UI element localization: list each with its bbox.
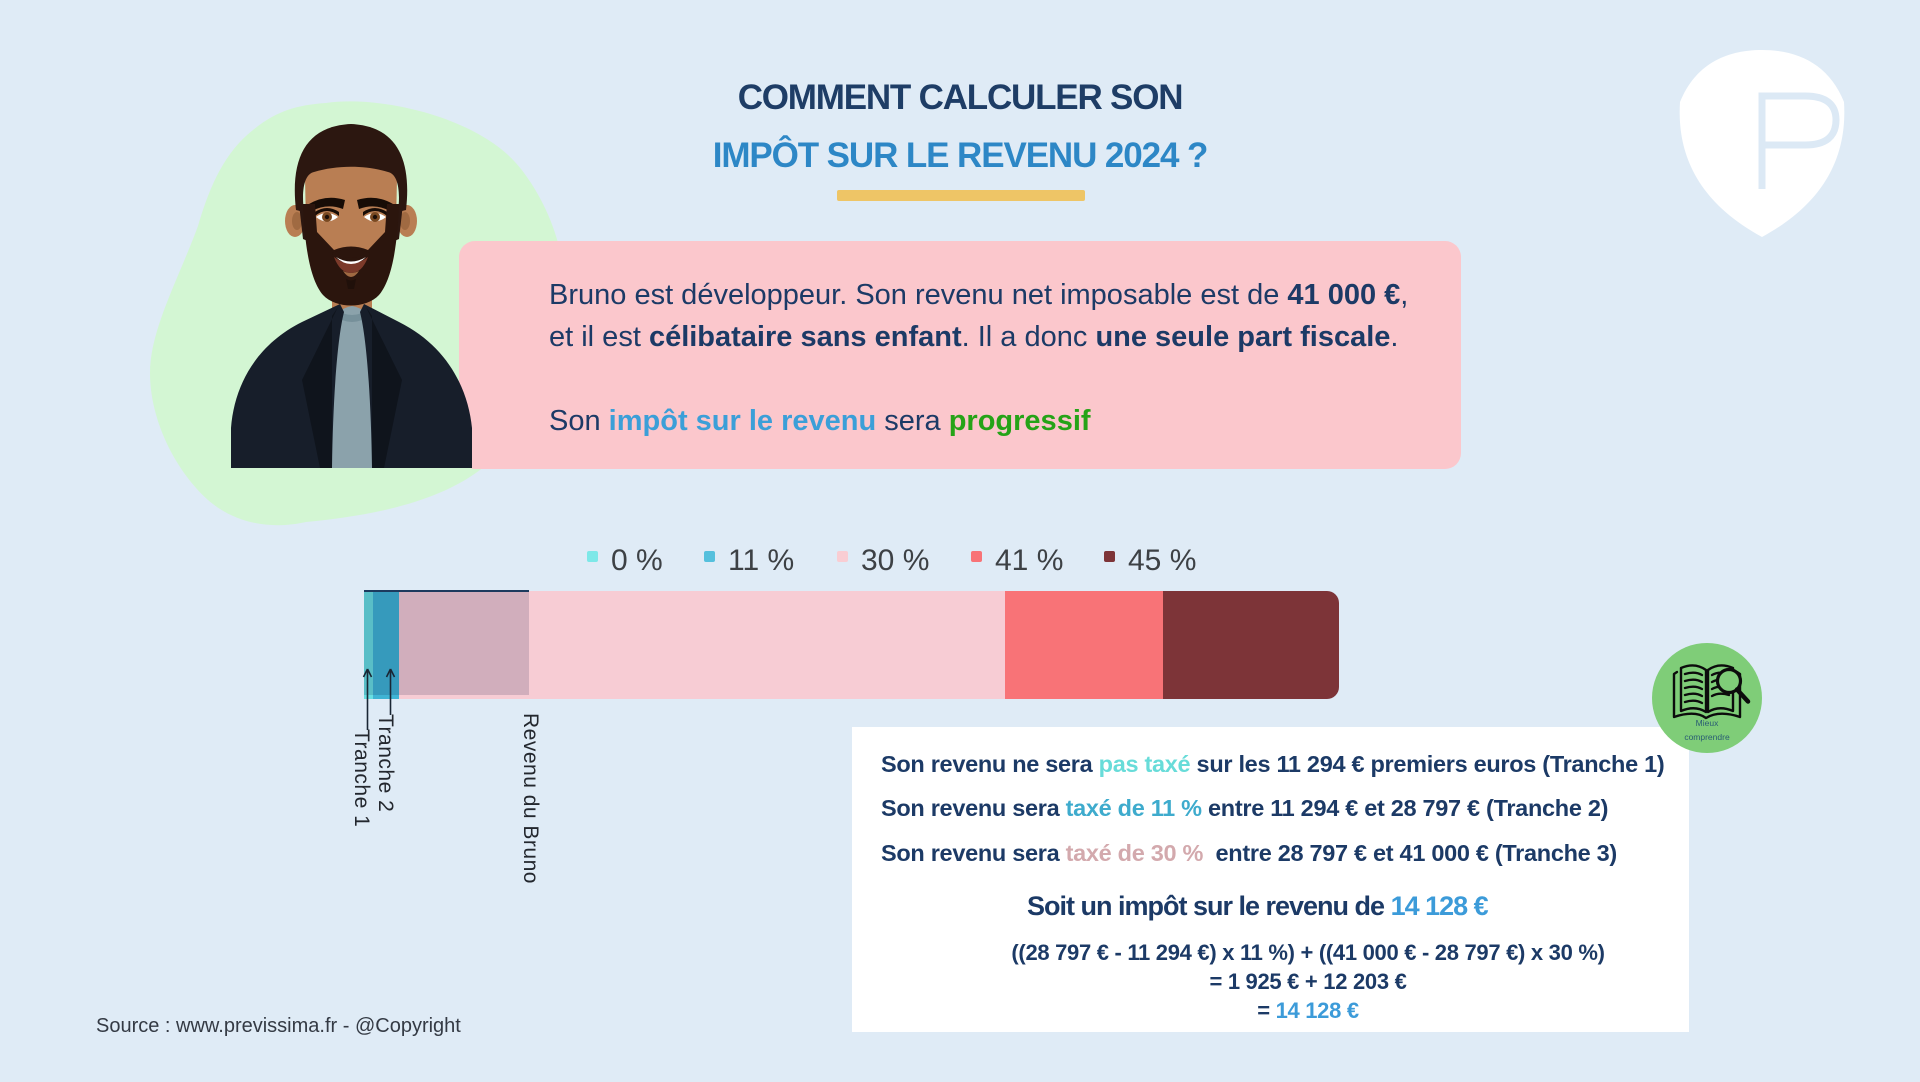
svg-text:comprendre: comprendre (1684, 732, 1730, 742)
svg-text:Mieux: Mieux (1696, 718, 1719, 728)
